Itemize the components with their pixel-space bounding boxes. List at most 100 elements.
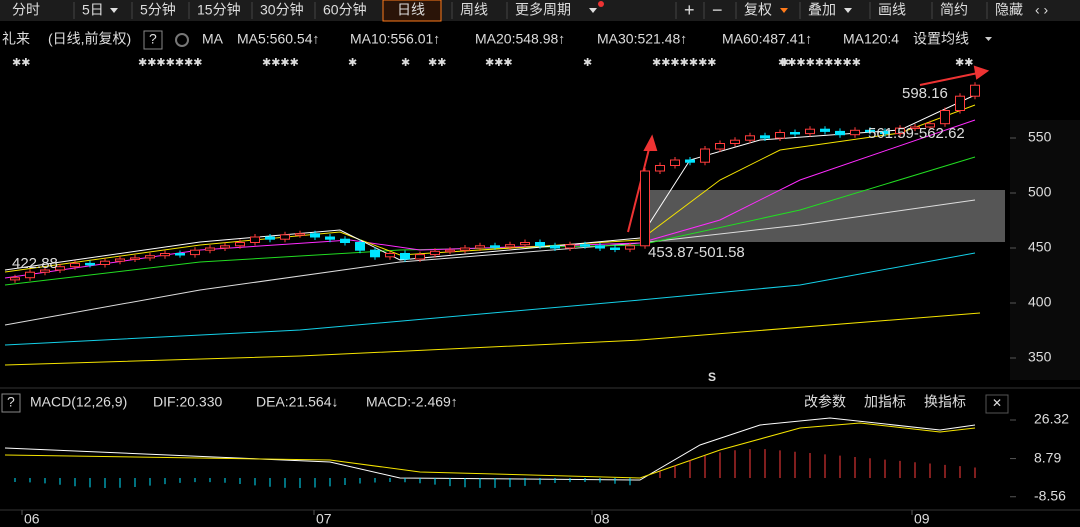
signal-marker: ✱✱✱✱✱✱✱ [652, 57, 717, 69]
candle [865, 129, 875, 133]
period-tab[interactable]: 周线 [460, 2, 488, 18]
period-tab[interactable]: 5日 [82, 2, 104, 18]
period-tab[interactable]: 更多周期 [515, 2, 571, 18]
signal-marker: ✱ [780, 57, 789, 69]
y-tick-label: 400 [1028, 294, 1052, 310]
candle [910, 126, 920, 129]
candle [685, 159, 695, 163]
candle [415, 254, 425, 260]
candle [715, 143, 725, 150]
tool-button[interactable]: 简约 [940, 2, 968, 18]
y-tick-label: 550 [1028, 129, 1052, 145]
candle [385, 253, 395, 258]
settings-gear [175, 33, 189, 47]
ma-value: MA10:556.01↑ [350, 31, 440, 47]
candle [280, 234, 290, 240]
symbol-name: 礼来 [2, 31, 30, 47]
candle [40, 269, 50, 273]
candle [250, 236, 260, 243]
candle [535, 242, 545, 247]
arrow [919, 72, 979, 86]
candle [760, 135, 770, 139]
dea-line [4, 422, 976, 479]
candle [520, 242, 530, 246]
candle [460, 247, 470, 251]
period-tab[interactable]: 日线 [397, 2, 425, 18]
signal-marker: ✱✱ [12, 57, 30, 69]
chart-mode: (日线,前复权) [48, 31, 131, 47]
ma-value: MA5:560.54↑ [237, 31, 320, 47]
candle [475, 245, 485, 249]
help-icon[interactable]: ? [7, 394, 15, 410]
ma-line [4, 199, 976, 326]
arrows [627, 65, 990, 233]
close-button[interactable] [985, 394, 1009, 414]
price-range-box [643, 190, 1005, 242]
x-tick-label: 08 [594, 511, 610, 527]
period-tab[interactable]: 15分钟 [197, 2, 241, 18]
tool-button[interactable]: 叠加 [808, 2, 836, 18]
candle [835, 130, 845, 136]
arrow-head [643, 134, 658, 151]
ma-value: MA30:521.48↑ [597, 31, 687, 47]
candle [130, 257, 140, 260]
dropdown-icon [780, 8, 788, 13]
ma-value: MA120:4 [843, 31, 899, 47]
help-icon[interactable]: ? [149, 31, 157, 47]
candle [235, 242, 245, 247]
toolbar [0, 0, 1080, 21]
period-tab[interactable]: 分时 [12, 2, 40, 18]
scroll-icon: ‹ › [1035, 2, 1049, 18]
candle [580, 244, 590, 247]
tool-button[interactable]: − [712, 0, 723, 20]
signal-marker: ✱✱✱✱✱✱✱✱✱ [778, 57, 861, 69]
active-tab [382, 0, 442, 22]
tool-button[interactable]: 复权 [744, 2, 772, 18]
signal-marker: ✱✱✱✱✱✱✱ [138, 57, 203, 69]
candle [820, 128, 830, 132]
candle [355, 242, 365, 251]
period-tab[interactable]: 5分钟 [140, 2, 176, 18]
candle [145, 255, 155, 259]
signal-marker: ✱ [348, 57, 357, 69]
close-icon[interactable]: ✕ [992, 396, 1002, 410]
help-box [1, 393, 21, 413]
candle [955, 95, 965, 111]
ma-settings[interactable]: 设置均线 [913, 31, 969, 47]
tool-button[interactable]: 隐藏 [995, 2, 1023, 18]
candle [640, 170, 650, 247]
signal-label: S [708, 370, 716, 384]
candle [100, 260, 110, 266]
candle [55, 266, 65, 271]
indicator-button[interactable]: 改参数 [804, 394, 846, 410]
indicator-button[interactable]: 加指标 [864, 394, 906, 410]
arrow [627, 144, 651, 233]
indicator-button[interactable]: 换指标 [924, 394, 966, 410]
signal-marker: ✱ [401, 57, 410, 69]
candle [790, 132, 800, 135]
price-annotation: 453.87-501.58 [648, 244, 745, 261]
candle [745, 135, 755, 141]
candle [595, 245, 605, 249]
candle [610, 247, 620, 250]
signal-marker: ✱✱✱ [485, 57, 513, 69]
candle [655, 165, 665, 172]
period-tab[interactable]: 60分钟 [323, 2, 367, 18]
macd-value: MACD:-2.469↑ [366, 394, 458, 410]
candle [880, 130, 890, 135]
candle [295, 233, 305, 236]
candle [490, 245, 500, 248]
candle [625, 245, 635, 250]
y-tick-label: 350 [1028, 349, 1052, 365]
tool-button[interactable]: 画线 [878, 2, 906, 18]
y-tick-label: -8.56 [1034, 487, 1066, 503]
tool-button[interactable]: + [684, 0, 695, 20]
candle [265, 236, 275, 240]
dea-value: DEA:21.564↓ [256, 394, 339, 410]
candle [505, 244, 515, 248]
candle [160, 253, 170, 257]
period-tab[interactable]: 30分钟 [260, 2, 304, 18]
price-annotation: 561.59-562.62 [868, 125, 965, 142]
candle [925, 123, 935, 128]
